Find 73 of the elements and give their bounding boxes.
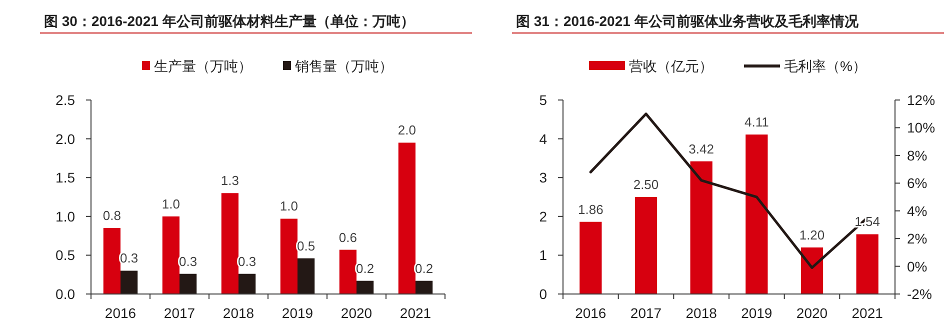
- data-label: 1.3: [220, 173, 239, 188]
- data-label: 0.3: [120, 250, 138, 266]
- data-label: 4.11: [744, 114, 769, 130]
- legend-label: 生产量（万吨）: [154, 58, 252, 74]
- y2-tick-label: 8%: [907, 147, 928, 164]
- data-label: 0.3: [238, 254, 256, 269]
- x-tick-label: 2020: [796, 305, 828, 321]
- data-label: 1.20: [799, 227, 825, 242]
- data-label: 1.0: [280, 198, 298, 214]
- data-label: 2.50: [633, 177, 659, 192]
- x-tick-label: 2016: [575, 305, 606, 321]
- y2-tick-label: 10%: [907, 120, 936, 136]
- y-tick-label: 1: [539, 247, 548, 264]
- data-label: 1.0: [162, 196, 180, 212]
- data-label: 0.8: [102, 208, 121, 224]
- y-tick-label: 5: [539, 92, 548, 108]
- bar: [238, 274, 256, 294]
- y-tick-label: 2.0: [56, 130, 76, 147]
- data-label: 0.3: [179, 254, 198, 269]
- data-label: 2.0: [398, 122, 416, 138]
- y2-tick-label: 12%: [907, 92, 936, 108]
- x-tick-label: 2018: [222, 305, 254, 321]
- y2-tick-label: 2%: [907, 230, 928, 247]
- data-label: 0.6: [338, 230, 357, 245]
- data-label: 1.86: [578, 202, 604, 217]
- y-tick-label: 3: [539, 170, 548, 186]
- y-tick-label: 2: [539, 208, 548, 224]
- x-tick-label: 2019: [741, 305, 772, 321]
- legend-label: 营收（亿元）: [629, 58, 713, 74]
- y-tick-label: 0.0: [56, 286, 76, 302]
- bar: [416, 280, 433, 294]
- x-tick-label: 2019: [282, 305, 314, 321]
- bar: [339, 250, 356, 294]
- y-tick-label: 0.5: [56, 247, 76, 264]
- x-tick-label: 2017: [630, 305, 662, 321]
- bar: [280, 218, 298, 294]
- x-tick-label: 2017: [164, 305, 196, 321]
- x-tick-label: 2020: [340, 305, 372, 321]
- bar: [221, 193, 238, 294]
- y-tick-label: 2.5: [56, 92, 76, 108]
- y2-tick-label: 4%: [907, 202, 928, 219]
- bar: [580, 222, 602, 294]
- bar: [162, 216, 180, 294]
- data-label: 0.2: [415, 260, 434, 276]
- y2-tick-label: 0%: [907, 258, 928, 274]
- legend-label: 毛利率（%）: [784, 58, 866, 74]
- bar: [120, 270, 138, 294]
- bar: [356, 280, 374, 294]
- y-tick-label: 1.5: [56, 170, 76, 186]
- bar: [180, 274, 197, 294]
- bar: [746, 134, 768, 294]
- y-tick-label: 4: [539, 130, 548, 147]
- bar: [398, 142, 416, 294]
- data-label: 3.42: [688, 141, 714, 156]
- x-tick-label: 2016: [104, 305, 136, 321]
- data-label: 0.5: [297, 238, 316, 254]
- bar: [298, 258, 315, 294]
- legend-label: 销售量（万吨）: [294, 58, 393, 74]
- chart-title: 图 30：2016-2021 年公司前驱体材料生产量（单位：万吨）: [44, 13, 414, 29]
- chart-title: 图 31：2016-2021 年公司前驱体业务营收及毛利率情况: [516, 13, 860, 29]
- data-label: 0.2: [356, 260, 374, 276]
- y-tick-label: 0: [539, 286, 548, 302]
- bar: [856, 234, 878, 294]
- y2-tick-label: -2%: [907, 286, 932, 302]
- y2-tick-label: 6%: [907, 175, 928, 192]
- y-tick-label: 1.0: [56, 208, 76, 224]
- x-tick-label: 2021: [852, 305, 884, 321]
- bar: [103, 228, 120, 294]
- bar: [634, 197, 658, 294]
- bar: [800, 247, 824, 294]
- x-tick-label: 2021: [400, 305, 432, 321]
- bar: [690, 161, 712, 294]
- x-tick-label: 2018: [686, 305, 718, 321]
